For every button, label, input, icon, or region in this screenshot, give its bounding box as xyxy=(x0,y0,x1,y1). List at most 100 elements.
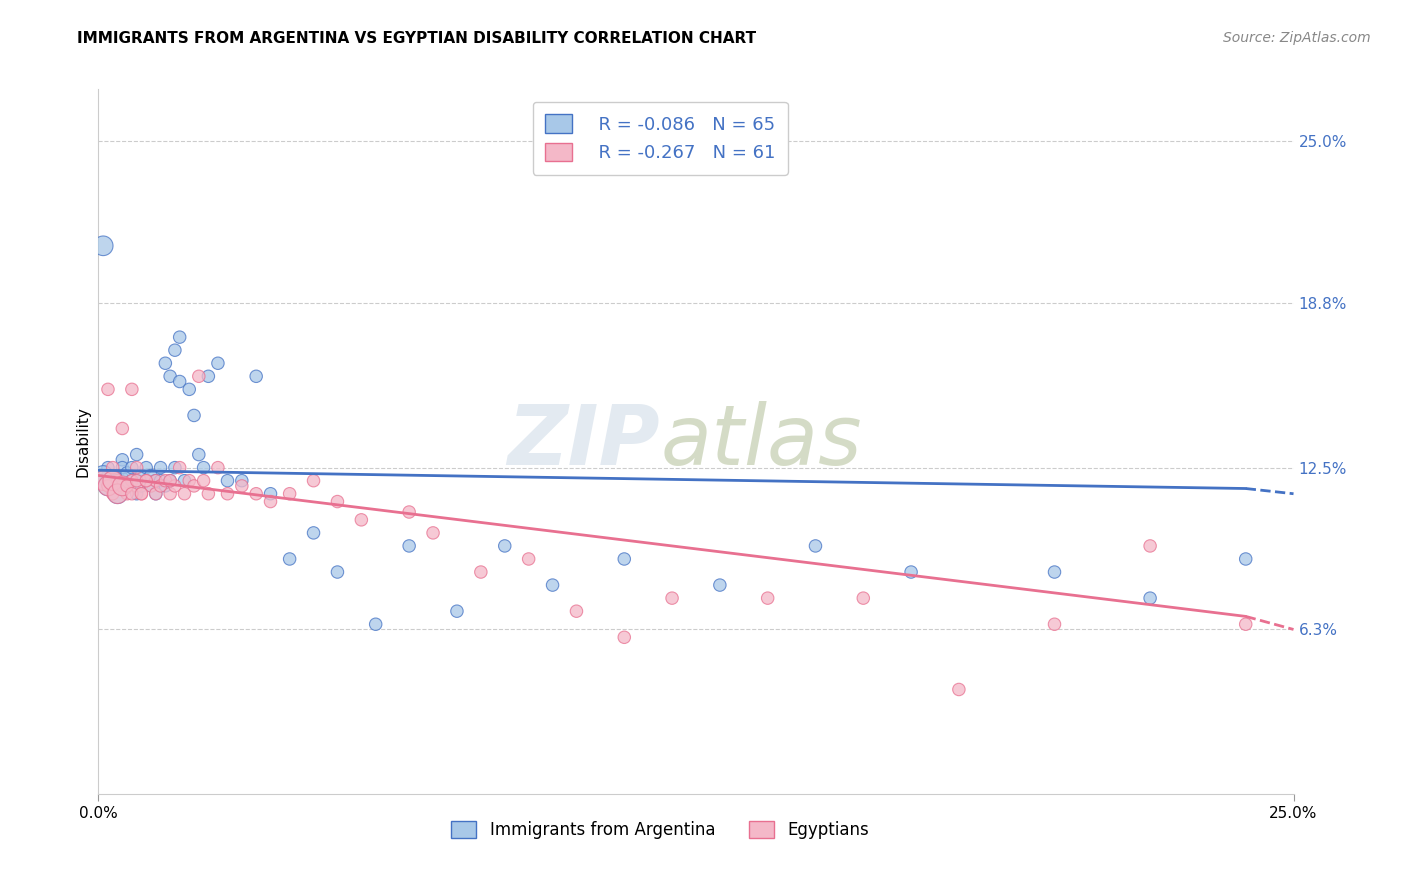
Point xyxy=(278,552,301,566)
Point xyxy=(159,474,181,488)
Point xyxy=(101,487,124,501)
Point xyxy=(169,460,191,475)
Point xyxy=(131,487,153,501)
Point xyxy=(565,604,588,618)
Point xyxy=(101,460,124,475)
Point xyxy=(446,604,468,618)
Point xyxy=(125,487,148,501)
Point xyxy=(121,460,143,475)
Point xyxy=(111,460,134,475)
Point xyxy=(173,487,195,501)
Point xyxy=(121,487,143,501)
Point xyxy=(193,474,215,488)
Point xyxy=(302,474,325,488)
Point xyxy=(231,479,253,493)
Point xyxy=(121,382,143,396)
Point xyxy=(163,460,186,475)
Point xyxy=(613,630,636,644)
Text: atlas: atlas xyxy=(661,401,862,482)
Point xyxy=(1043,617,1066,632)
Point xyxy=(541,578,564,592)
Point xyxy=(494,539,516,553)
Point xyxy=(115,487,138,501)
Point xyxy=(173,474,195,488)
Point xyxy=(115,479,138,493)
Point xyxy=(197,487,219,501)
Point xyxy=(852,591,875,606)
Point xyxy=(115,466,138,480)
Point xyxy=(135,474,157,488)
Point xyxy=(121,474,143,488)
Point xyxy=(97,479,120,493)
Point xyxy=(613,552,636,566)
Point xyxy=(145,474,167,488)
Point xyxy=(207,460,229,475)
Point xyxy=(135,474,157,488)
Point xyxy=(135,460,157,475)
Point xyxy=(245,487,267,501)
Point xyxy=(159,369,181,384)
Point xyxy=(139,468,162,483)
Point xyxy=(350,513,373,527)
Point xyxy=(1234,617,1257,632)
Point xyxy=(326,565,349,579)
Point xyxy=(302,525,325,540)
Point xyxy=(245,369,267,384)
Point xyxy=(149,479,172,493)
Point xyxy=(187,369,209,384)
Point xyxy=(111,452,134,467)
Point xyxy=(948,682,970,697)
Point xyxy=(97,479,120,493)
Point xyxy=(149,460,172,475)
Point xyxy=(111,479,134,493)
Point xyxy=(139,479,162,493)
Point xyxy=(422,525,444,540)
Y-axis label: Disability: Disability xyxy=(75,406,90,477)
Point xyxy=(155,479,177,493)
Point xyxy=(145,487,167,501)
Point xyxy=(217,474,239,488)
Point xyxy=(101,474,124,488)
Point xyxy=(121,474,143,488)
Point xyxy=(91,474,114,488)
Point xyxy=(135,474,157,488)
Point xyxy=(101,474,124,488)
Point xyxy=(139,479,162,493)
Point xyxy=(107,476,129,491)
Point xyxy=(398,539,420,553)
Text: IMMIGRANTS FROM ARGENTINA VS EGYPTIAN DISABILITY CORRELATION CHART: IMMIGRANTS FROM ARGENTINA VS EGYPTIAN DI… xyxy=(77,31,756,46)
Point xyxy=(1139,591,1161,606)
Point xyxy=(169,330,191,344)
Point xyxy=(900,565,922,579)
Point xyxy=(709,578,731,592)
Point xyxy=(111,479,134,493)
Text: ZIP: ZIP xyxy=(508,401,661,482)
Point xyxy=(149,474,172,488)
Point xyxy=(159,474,181,488)
Point xyxy=(661,591,683,606)
Point xyxy=(97,479,120,493)
Point xyxy=(364,617,387,632)
Point xyxy=(183,479,205,493)
Point xyxy=(207,356,229,370)
Point xyxy=(107,474,129,488)
Point xyxy=(125,474,148,488)
Point xyxy=(101,479,124,493)
Text: Source: ZipAtlas.com: Source: ZipAtlas.com xyxy=(1223,31,1371,45)
Point xyxy=(183,409,205,423)
Point xyxy=(107,487,129,501)
Point xyxy=(131,487,153,501)
Point xyxy=(155,356,177,370)
Point xyxy=(163,343,186,358)
Point xyxy=(111,421,134,435)
Point xyxy=(398,505,420,519)
Point xyxy=(91,239,114,253)
Point xyxy=(1139,539,1161,553)
Point xyxy=(1234,552,1257,566)
Point xyxy=(145,487,167,501)
Point xyxy=(163,479,186,493)
Point xyxy=(107,468,129,483)
Legend: Immigrants from Argentina, Egyptians: Immigrants from Argentina, Egyptians xyxy=(444,814,876,846)
Point xyxy=(131,468,153,483)
Point xyxy=(197,369,219,384)
